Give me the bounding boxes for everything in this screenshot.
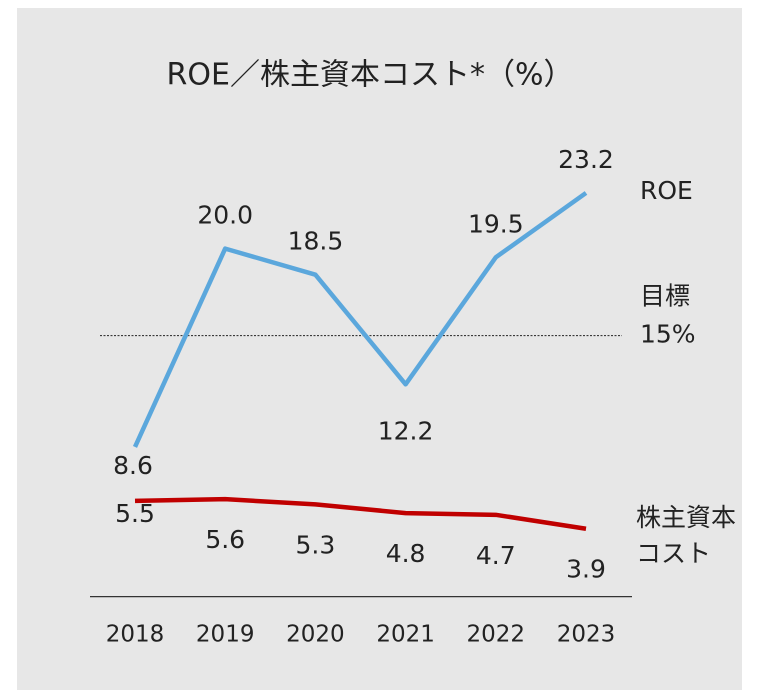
value-label: 20.0: [197, 201, 253, 230]
value-label: 12.2: [378, 416, 434, 445]
x-tick-label: 2022: [467, 622, 526, 648]
value-label: 18.5: [288, 227, 344, 256]
panel: [17, 8, 742, 690]
value-label: 4.7: [476, 541, 516, 570]
x-tick-label: 2018: [106, 622, 165, 648]
series-line: [134, 496, 587, 531]
value-label: 5.3: [296, 530, 336, 559]
value-label: 23.2: [558, 145, 614, 174]
value-label: 19.5: [468, 209, 524, 238]
value-label: 4.8: [386, 539, 426, 568]
x-tick-label: 2021: [376, 622, 435, 648]
x-tick-label: 2023: [557, 622, 616, 648]
x-tick-label: 2019: [196, 622, 255, 648]
value-label: 5.5: [115, 499, 155, 528]
x-tick-label: 2020: [286, 622, 345, 648]
value-label: 3.9: [566, 555, 606, 584]
series-line: [132, 191, 588, 448]
value-label: 8.6: [113, 451, 153, 480]
legend-label: 株主資本コスト: [636, 503, 737, 568]
target-value-label: 15%: [640, 320, 696, 349]
chart-title: ROE／株主資本コスト*（%）: [167, 58, 574, 93]
value-label: 5.6: [205, 525, 245, 554]
legend-label: ROE: [640, 176, 693, 205]
target-label: 目標: [640, 282, 690, 311]
